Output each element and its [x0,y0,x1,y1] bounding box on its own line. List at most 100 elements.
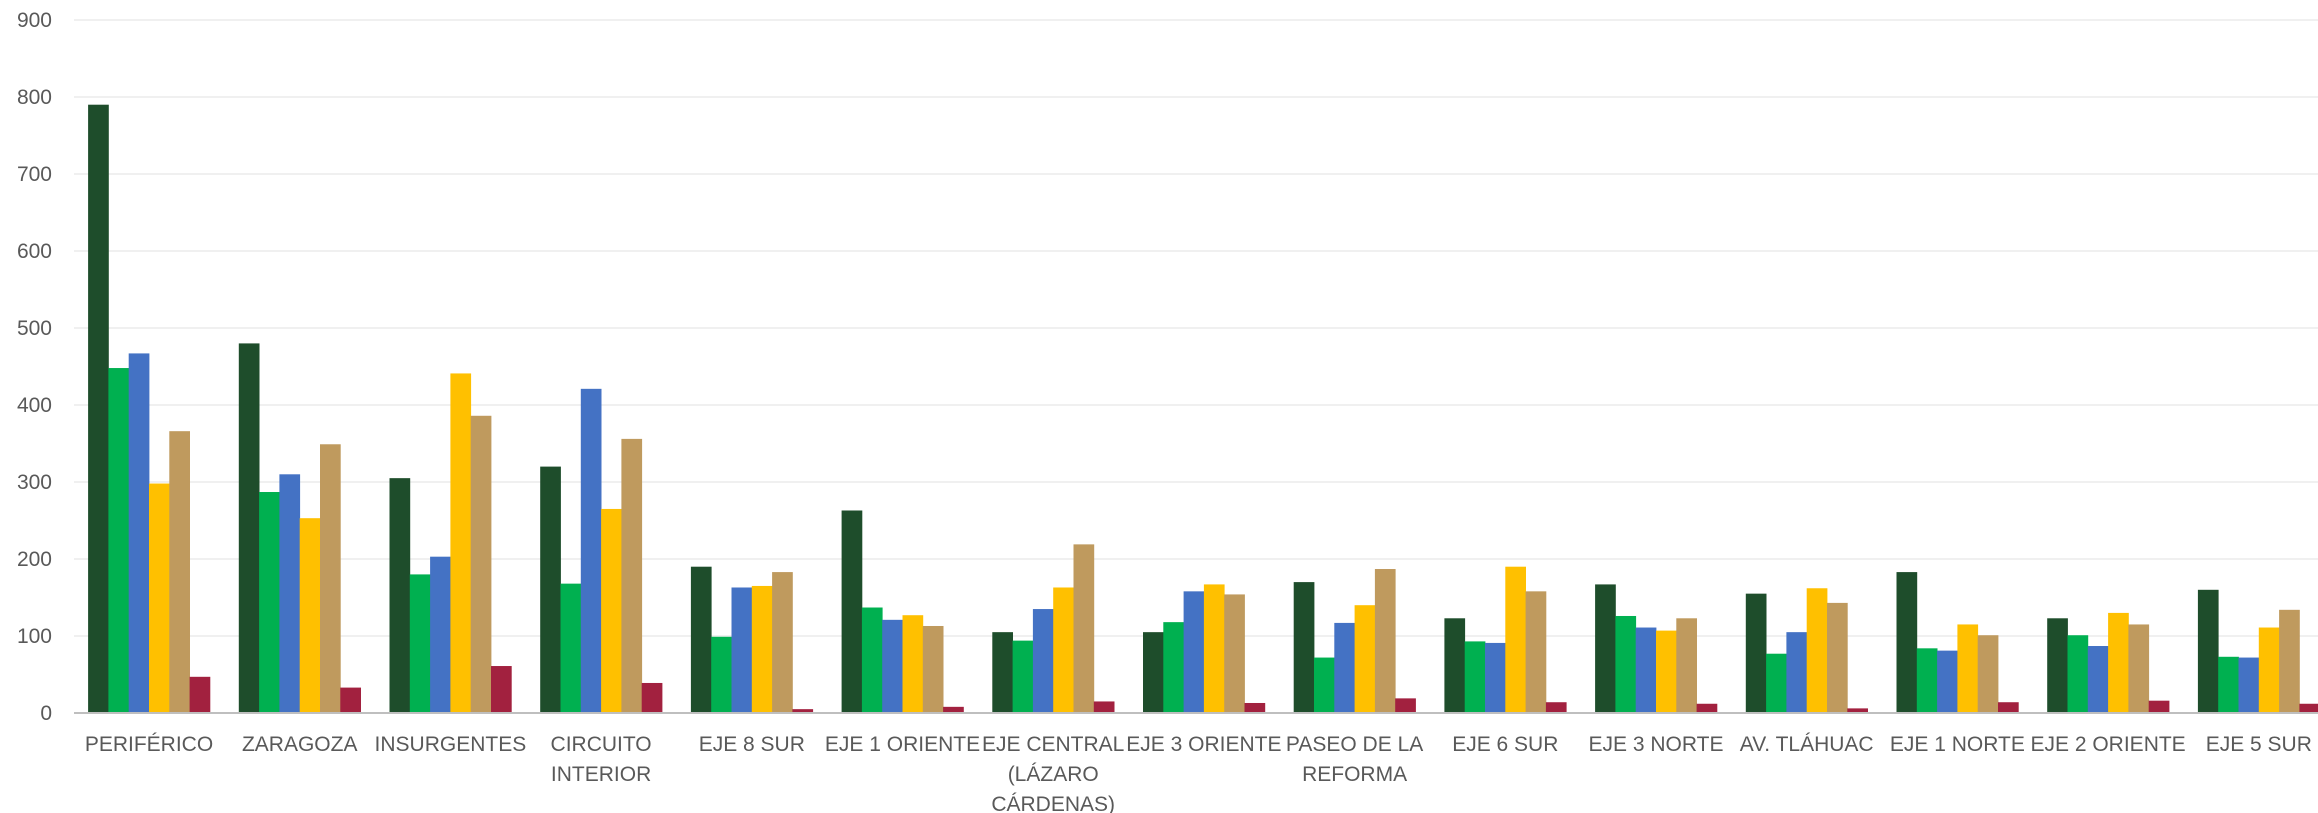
bar [2087,646,2109,713]
bar [792,709,814,713]
bar [1143,632,1164,713]
x-category-label: PERIFÉRICO [85,733,213,756]
bar [2067,635,2089,713]
bar [1786,632,1808,713]
bar [1977,635,1999,713]
bar [601,508,622,713]
bar [2238,657,2260,713]
bar [1937,650,1958,713]
y-tick-label: 200 [17,548,52,571]
bar [560,583,582,713]
bar [992,632,1013,713]
y-tick-label: 0 [40,702,52,725]
bar [2218,656,2239,713]
x-category-label: EJE 3 NORTE [1589,733,1724,756]
bar [430,556,451,713]
bar [580,388,602,713]
bar [1676,618,1697,713]
bar [1032,609,1054,713]
y-tick-label: 900 [17,9,52,32]
bar [1203,584,1225,713]
x-category-label: ZARAGOZA [242,733,358,756]
x-category-label: AV. TLÁHUAC [1740,733,1874,756]
bar [2299,703,2318,713]
bar [1766,653,1787,713]
bar [1464,641,1486,713]
x-category-label: EJE 2 ORIENTE [2030,733,2185,756]
bar [943,706,964,713]
bar [841,510,863,713]
bar [470,415,492,713]
x-category-label: EJE CENTRAL (LÁZARO CÁRDENAS) [982,733,1124,813]
bar [409,574,431,713]
bars [88,104,2318,713]
bar [1998,702,2019,713]
bar [320,444,341,713]
bar [2128,624,2150,713]
bar [2279,609,2300,713]
x-category-label: EJE 1 ORIENTE [825,733,980,756]
bar [340,687,361,713]
bar [1293,582,1315,713]
bar [1224,594,1245,713]
bar [149,483,170,713]
bar [1485,642,1506,713]
bar [238,343,260,713]
x-category-label: EJE 8 SUR [699,733,805,756]
x-axis-category-labels: PERIFÉRICO ZARAGOZA INSURGENTES CIRCUITO INT… [85,733,2312,813]
y-tick-label: 400 [17,394,52,417]
bar [772,572,793,713]
y-axis-tick-labels: 0 100 200 300 400 500 600 700 800 900 [17,9,52,725]
bar [1545,702,1567,713]
bar [1656,630,1677,713]
bar [1444,618,1466,713]
bar [1314,657,1335,713]
bar [882,619,903,713]
bar [2108,612,2129,713]
x-category-label: INSURGENTES [375,733,527,756]
bar [1395,698,1416,713]
bar [641,682,663,713]
bar [1073,544,1095,713]
bar [169,431,190,713]
x-category-label: EJE 5 SUR [2206,733,2312,756]
bar [2047,618,2068,713]
bar [711,636,732,713]
bar [108,368,130,713]
bar [1896,572,1918,713]
bar [1505,566,1526,713]
bar [88,104,109,713]
bar [731,587,753,713]
bar [2148,700,2170,713]
x-category-label: EJE 1 NORTE [1890,733,2025,756]
bar [1093,701,1115,713]
bar [1806,588,1828,713]
bar [1163,622,1184,713]
y-tick-label: 800 [17,86,52,109]
bar [450,373,472,713]
y-tick-label: 600 [17,240,52,263]
x-category-label: EJE 3 ORIENTE [1126,733,1281,756]
bar [1244,702,1266,713]
y-tick-label: 500 [17,317,52,340]
bar [189,676,211,713]
bar [1012,640,1034,713]
bar [2197,589,2219,713]
bar [2258,627,2280,713]
x-category-label: PASEO DE LA REFORMA [1286,733,1423,786]
bar [1847,708,1868,713]
bar [259,492,280,713]
x-category-label: EJE 6 SUR [1452,733,1558,756]
bar [279,474,301,713]
y-tick-label: 300 [17,471,52,494]
bar [389,478,411,713]
bar [1374,569,1396,713]
bar [1525,591,1547,713]
bar [922,625,944,713]
bar [1635,627,1657,713]
bar [1957,624,1979,713]
bar [1354,605,1376,713]
gridlines [74,19,2318,637]
bar [1334,622,1355,713]
bar [1615,615,1637,713]
